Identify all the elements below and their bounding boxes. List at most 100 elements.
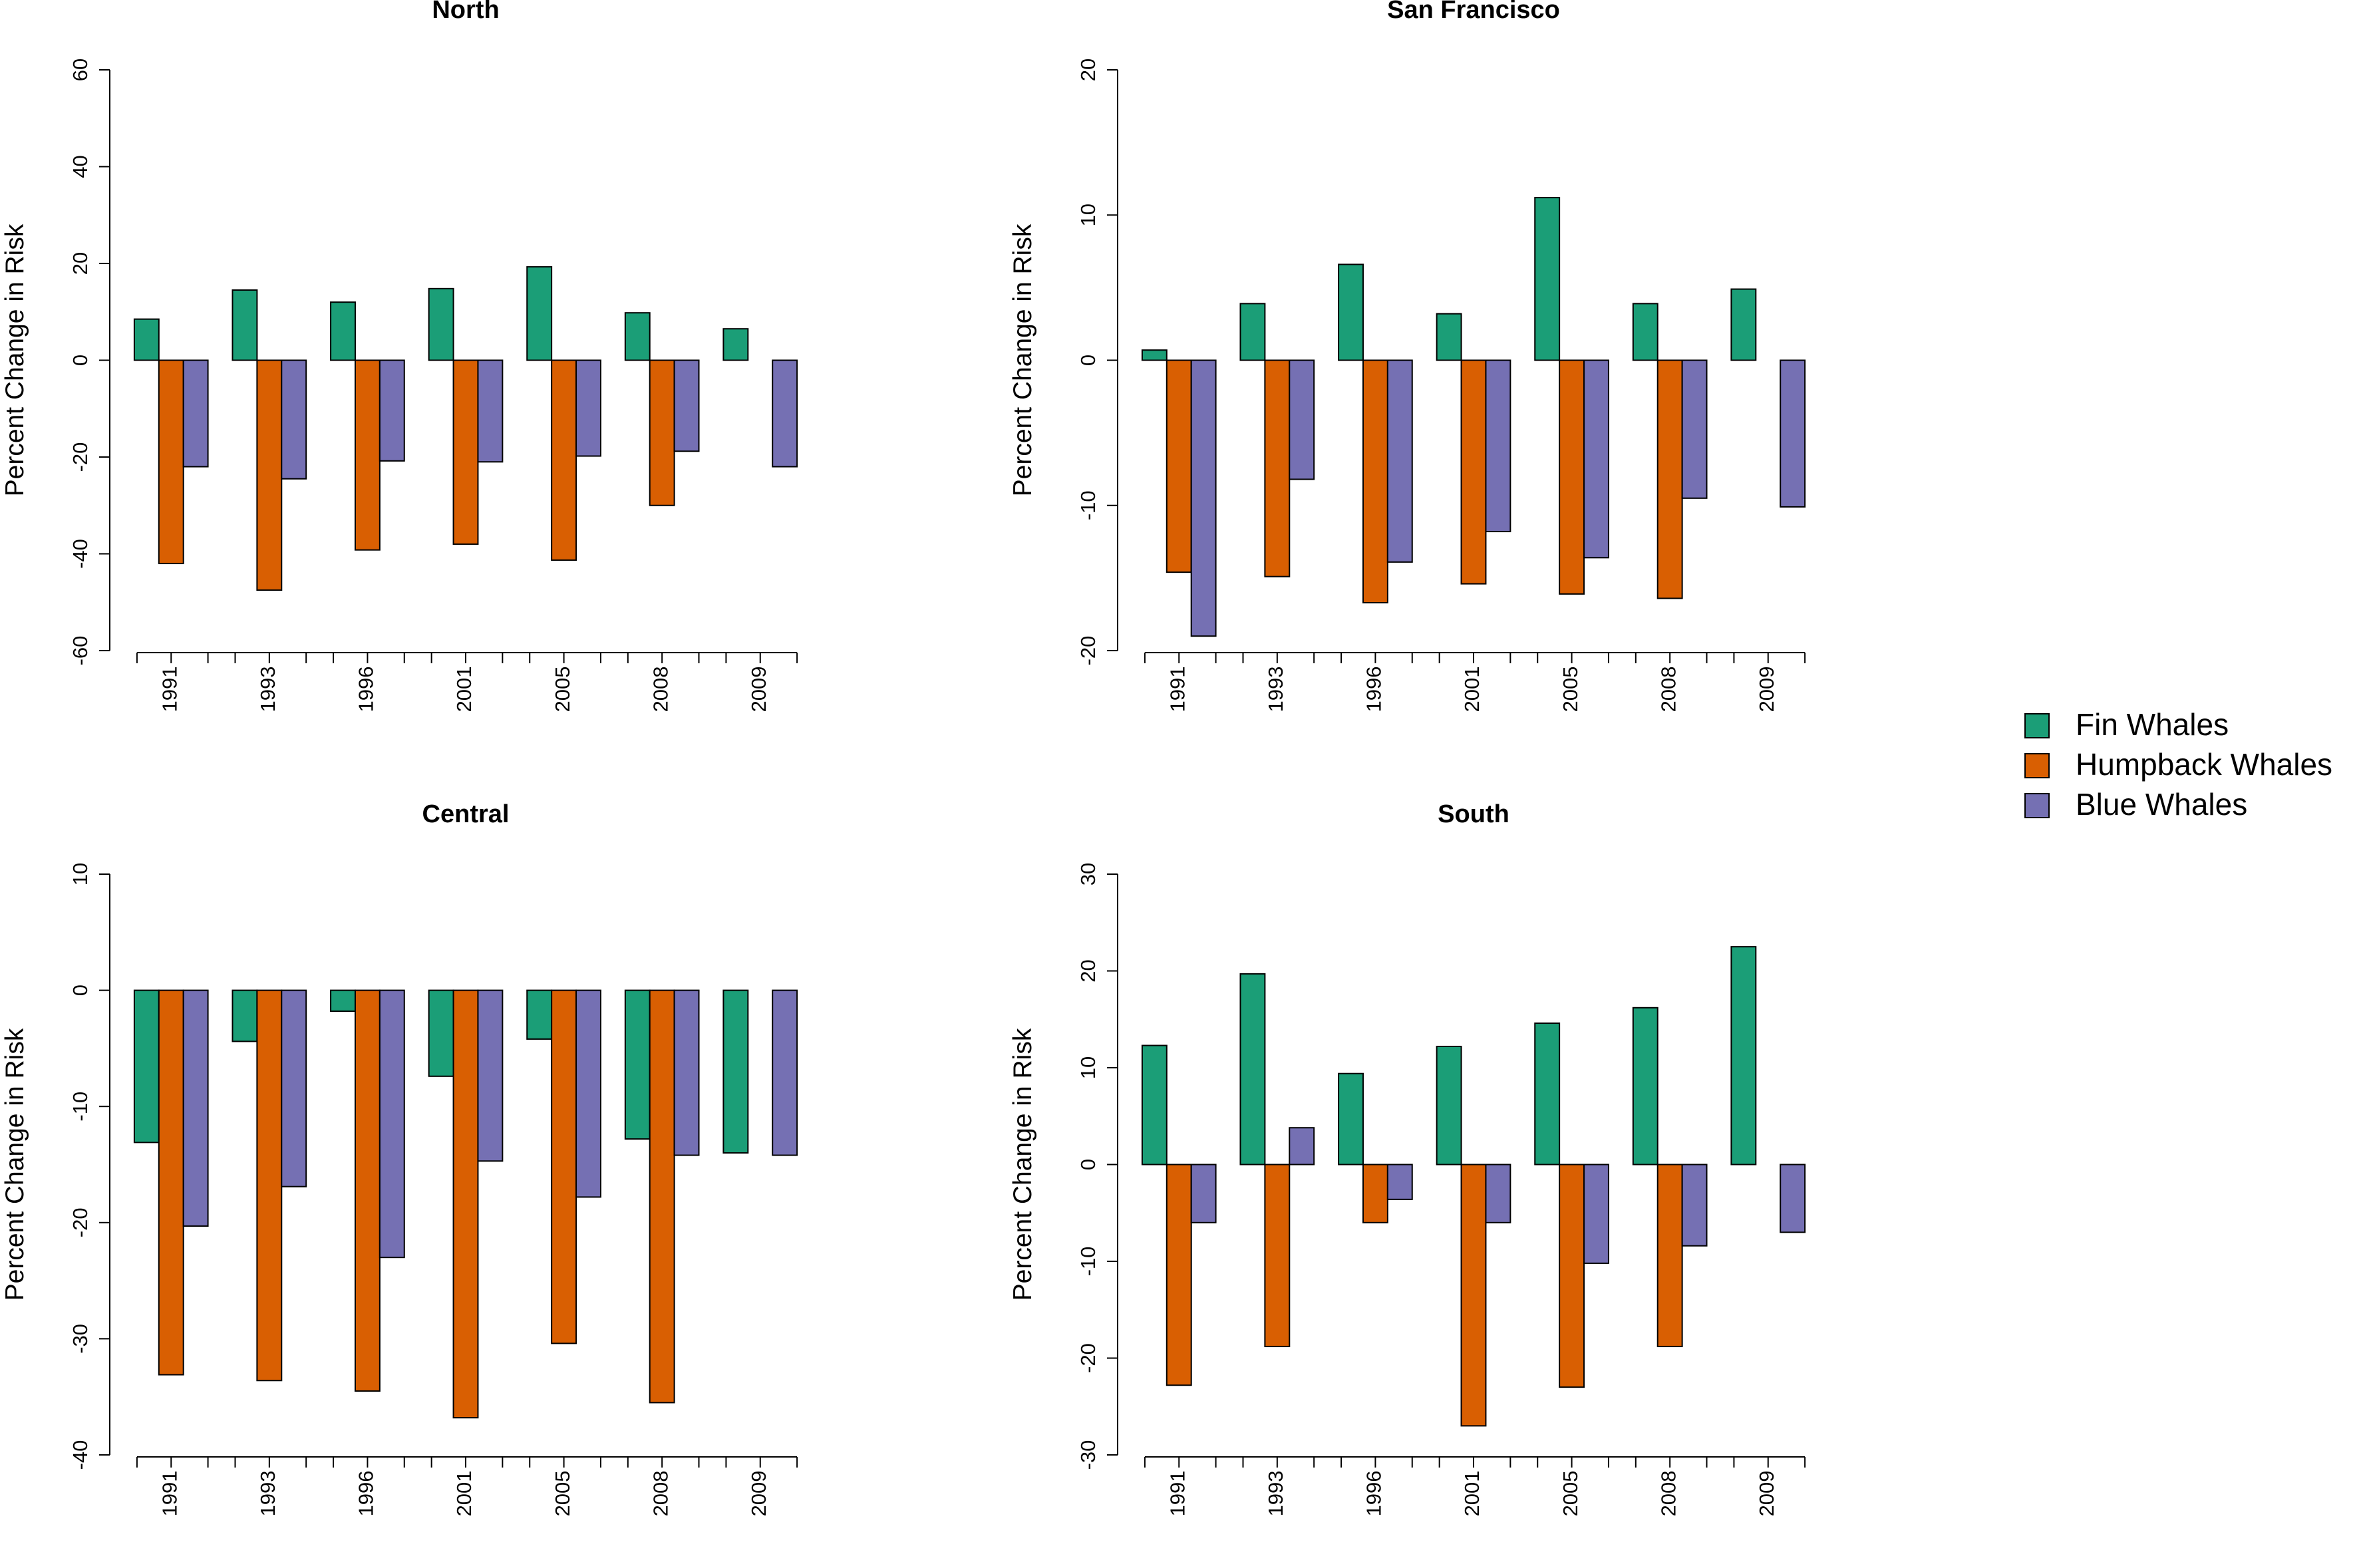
bar-humpback-whales-2008 bbox=[649, 989, 675, 1404]
bar-fin-whales-2009 bbox=[722, 989, 749, 1154]
panel-central: Central -40 -30 -20 -10 0 10 Percent Change in … bbox=[1, 800, 798, 1517]
x-tick-label: 1993 bbox=[256, 667, 279, 712]
bar-fin-whales-2001 bbox=[428, 287, 454, 361]
panel-san-francisco: San Francisco -20 -10 0 10 20 Percent Change i… bbox=[1009, 0, 1806, 712]
bar-blue-whales-1993 bbox=[281, 989, 307, 1187]
bar-humpback-whales-2005 bbox=[1559, 359, 1585, 595]
legend-label-humpback-whales: Humpback Whales bbox=[2076, 747, 2332, 782]
y-tick-label: 10 bbox=[69, 863, 92, 885]
bar-blue-whales-1991 bbox=[182, 989, 209, 1227]
y-tick-label: -30 bbox=[1076, 1440, 1100, 1470]
y-tick-label: 20 bbox=[69, 252, 92, 275]
y-tick-label: -30 bbox=[69, 1324, 92, 1354]
bar-humpback-whales-1991 bbox=[1166, 359, 1192, 573]
bar-blue-whales-1991 bbox=[182, 359, 209, 468]
legend-swatch-humpback-whales bbox=[2024, 753, 2050, 778]
y-tick-label: 0 bbox=[69, 985, 92, 996]
bar-humpback-whales-2005 bbox=[551, 989, 577, 1344]
bar-fin-whales-2008 bbox=[1632, 1007, 1658, 1166]
y-axis-label: Percent Change in Risk bbox=[1009, 1028, 1037, 1301]
y-tick-label: 30 bbox=[1076, 863, 1100, 885]
y-tick-label: 0 bbox=[1076, 355, 1100, 366]
x-tick-label: 2009 bbox=[747, 667, 770, 712]
bar-fin-whales-1996 bbox=[1338, 1072, 1364, 1166]
bar-humpback-whales-2001 bbox=[1460, 1164, 1487, 1427]
bar-fin-whales-2005 bbox=[1534, 197, 1561, 361]
bar-fin-whales-1991 bbox=[133, 989, 160, 1144]
bar-blue-whales-1996 bbox=[1386, 1164, 1413, 1200]
legend: Fin Whales Humpback Whales Blue Whales bbox=[2024, 707, 2332, 822]
bar-humpback-whales-2005 bbox=[1559, 1164, 1585, 1388]
y-tick-label: -10 bbox=[1076, 490, 1100, 520]
bar-blue-whales-2008 bbox=[673, 359, 700, 452]
y-tick-label: -10 bbox=[69, 1092, 92, 1122]
bar-humpback-whales-1993 bbox=[1264, 1164, 1291, 1348]
x-tick-label: 1991 bbox=[158, 667, 181, 712]
legend-swatch-blue-whales bbox=[2024, 793, 2050, 818]
bar-fin-whales-2005 bbox=[1534, 1022, 1561, 1166]
bar-blue-whales-1993 bbox=[1289, 1127, 1315, 1166]
bar-fin-whales-2001 bbox=[428, 989, 454, 1077]
y-axis-label: Percent Change in Risk bbox=[1, 224, 29, 496]
x-tick-label: 1991 bbox=[1166, 1471, 1189, 1517]
bar-humpback-whales-1991 bbox=[158, 989, 184, 1376]
bar-humpback-whales-1996 bbox=[354, 359, 381, 551]
panel-title-san-francisco: San Francisco bbox=[1387, 0, 1560, 24]
bar-fin-whales-2009 bbox=[722, 328, 749, 361]
bar-humpback-whales-2008 bbox=[1656, 359, 1683, 599]
y-axis-label: Percent Change in Risk bbox=[1, 1028, 29, 1301]
chart-panels: North -60 -40 -20 0 20 40 60 Percent Change in R… bbox=[1, 0, 1806, 1517]
bar-humpback-whales-1991 bbox=[158, 359, 184, 565]
bar-humpback-whales-1993 bbox=[1264, 359, 1291, 577]
y-tick-label: 0 bbox=[69, 355, 92, 366]
x-tick-label: 2009 bbox=[1755, 667, 1778, 712]
bar-fin-whales-1996 bbox=[330, 989, 356, 1013]
bar-fin-whales-2005 bbox=[526, 266, 553, 361]
bar-blue-whales-1991 bbox=[1190, 359, 1217, 637]
bar-fin-whales-1991 bbox=[1141, 1044, 1168, 1166]
panel-north: North -60 -40 -20 0 20 40 60 Percent Change in R… bbox=[1, 0, 798, 712]
bar-fin-whales-1991 bbox=[1141, 349, 1168, 361]
bar-fin-whales-2008 bbox=[624, 989, 651, 1140]
bar-fin-whales-1993 bbox=[1239, 973, 1266, 1166]
bar-humpback-whales-2001 bbox=[452, 359, 479, 545]
x-tick-label: 2008 bbox=[649, 667, 672, 712]
bar-fin-whales-2001 bbox=[1436, 1045, 1462, 1166]
x-tick-label: 2005 bbox=[551, 667, 574, 712]
bar-fin-whales-1993 bbox=[232, 989, 258, 1042]
panel-title-central: Central bbox=[422, 800, 510, 828]
x-tick-label: 2001 bbox=[1460, 1471, 1484, 1517]
bar-blue-whales-1993 bbox=[1289, 359, 1315, 480]
bar-humpback-whales-2001 bbox=[452, 989, 479, 1419]
bar-blue-whales-1996 bbox=[379, 989, 405, 1259]
x-tick-label: 2009 bbox=[1755, 1471, 1778, 1517]
bar-blue-whales-2008 bbox=[673, 989, 700, 1156]
y-tick-label: 20 bbox=[1076, 959, 1100, 982]
x-tick-label: 2001 bbox=[1460, 667, 1484, 712]
bar-humpback-whales-1991 bbox=[1166, 1164, 1192, 1386]
bar-fin-whales-1993 bbox=[1239, 303, 1266, 361]
bar-humpback-whales-2008 bbox=[649, 359, 675, 506]
bar-blue-whales-2009 bbox=[1780, 359, 1806, 508]
legend-label-fin-whales: Fin Whales bbox=[2076, 707, 2229, 742]
bar-blue-whales-1991 bbox=[1190, 1164, 1217, 1223]
x-tick-label: 1996 bbox=[1362, 667, 1386, 712]
bar-fin-whales-1993 bbox=[232, 289, 258, 361]
panel-title-north: North bbox=[432, 0, 499, 24]
y-tick-label: -40 bbox=[69, 1440, 92, 1470]
x-tick-label: 1993 bbox=[256, 1471, 279, 1517]
y-tick-label: -20 bbox=[69, 1207, 92, 1237]
bar-blue-whales-2001 bbox=[477, 989, 504, 1162]
bar-humpback-whales-2001 bbox=[1460, 359, 1487, 585]
y-tick-label: 20 bbox=[1076, 59, 1100, 81]
x-tick-label: 2005 bbox=[1559, 1471, 1582, 1517]
y-tick-label: 60 bbox=[69, 59, 92, 81]
y-tick-label: 10 bbox=[1076, 1056, 1100, 1079]
panel-south: South -30 -20 -10 0 10 20 30 Percent Change in R… bbox=[1009, 800, 1806, 1517]
y-axis-label: Percent Change in Risk bbox=[1009, 224, 1037, 496]
bar-blue-whales-1996 bbox=[1386, 359, 1413, 563]
bar-fin-whales-2009 bbox=[1730, 288, 1757, 361]
bar-humpback-whales-2008 bbox=[1656, 1164, 1683, 1348]
x-tick-label: 2008 bbox=[649, 1471, 672, 1517]
